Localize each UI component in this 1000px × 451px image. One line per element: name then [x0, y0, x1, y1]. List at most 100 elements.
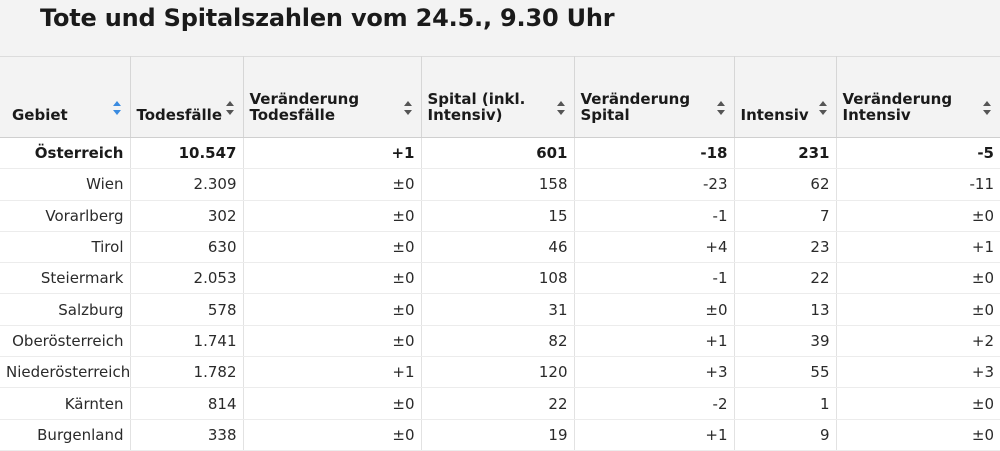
column-header-veraenderung-spital[interactable]: Veränderung Spital	[574, 56, 735, 138]
table-row: Kärnten 814 ±0 22 -2 1 ±0	[0, 387, 1000, 420]
table-row: Österreich 10.547 +1 601 -18 231 -5	[0, 137, 1000, 170]
table-row: Oberösterreich 1.741 ±0 82 +1 39 +2	[0, 325, 1000, 358]
cell-todesfaelle: 1.782	[130, 356, 244, 389]
cell-veraenderung-spital: -2	[574, 387, 735, 420]
column-header-spital[interactable]: Spital (inkl. Intensiv)	[421, 56, 575, 138]
column-header-label: Veränderung Todesfälle	[249, 90, 360, 124]
cell-intensiv: 22	[734, 262, 837, 295]
cell-spital: 82	[421, 325, 575, 358]
cell-todesfaelle: 2.309	[130, 168, 244, 201]
cell-spital: 22	[421, 387, 575, 420]
cell-spital: 108	[421, 262, 575, 295]
cell-veraenderung-intensiv: ±0	[836, 419, 1000, 451]
cell-todesfaelle: 10.547	[130, 137, 244, 170]
cell-intensiv: 9	[734, 419, 837, 451]
column-header-veraenderung-intensiv[interactable]: Veränderung Intensiv	[836, 56, 1000, 138]
cell-veraenderung-intensiv: -5	[836, 137, 1000, 170]
cell-gebiet: Österreich	[0, 137, 131, 170]
column-header-veraenderung-todesfaelle[interactable]: Veränderung Todesfälle	[243, 56, 422, 138]
column-header-label: Gebiet	[12, 106, 68, 124]
sort-icon[interactable]	[982, 101, 992, 115]
cell-veraenderung-todesfaelle: ±0	[243, 293, 422, 326]
sort-icon[interactable]	[403, 101, 413, 115]
data-table: Gebiet Todesfälle Veränderung Todesfälle…	[0, 56, 1000, 451]
cell-gebiet: Steiermark	[0, 262, 131, 295]
cell-veraenderung-todesfaelle: ±0	[243, 419, 422, 451]
table-row: Salzburg 578 ±0 31 ±0 13 ±0	[0, 293, 1000, 326]
cell-gebiet: Oberösterreich	[0, 325, 131, 358]
column-header-label: Veränderung Spital	[580, 90, 691, 124]
cell-intensiv: 7	[734, 200, 837, 232]
cell-todesfaelle: 2.053	[130, 262, 244, 295]
cell-gebiet: Wien	[0, 168, 131, 201]
cell-veraenderung-intensiv: ±0	[836, 293, 1000, 326]
column-header-todesfaelle[interactable]: Todesfälle	[130, 56, 244, 138]
table-row: Wien 2.309 ±0 158 -23 62 -11	[0, 168, 1000, 201]
cell-veraenderung-spital: +1	[574, 419, 735, 451]
cell-veraenderung-todesfaelle: +1	[243, 356, 422, 389]
cell-spital: 31	[421, 293, 575, 326]
cell-veraenderung-todesfaelle: ±0	[243, 262, 422, 295]
cell-spital: 15	[421, 200, 575, 232]
cell-veraenderung-spital: +3	[574, 356, 735, 389]
cell-gebiet: Niederösterreich	[0, 356, 131, 389]
cell-veraenderung-intensiv: ±0	[836, 262, 1000, 295]
cell-spital: 120	[421, 356, 575, 389]
sort-icon[interactable]	[556, 101, 566, 115]
title-bar: Tote und Spitalszahlen vom 24.5., 9.30 U…	[0, 0, 1000, 56]
sort-icon[interactable]	[225, 101, 235, 115]
sort-icon[interactable]	[818, 101, 828, 115]
column-header-label: Intensiv	[740, 106, 809, 124]
column-header-label: Veränderung Intensiv	[842, 90, 953, 124]
table-row: Burgenland 338 ±0 19 +1 9 ±0	[0, 419, 1000, 451]
table-row: Tirol 630 ±0 46 +4 23 +1	[0, 231, 1000, 264]
cell-veraenderung-spital: -1	[574, 262, 735, 295]
page-title: Tote und Spitalszahlen vom 24.5., 9.30 U…	[40, 4, 615, 32]
cell-veraenderung-todesfaelle: ±0	[243, 387, 422, 420]
cell-veraenderung-intensiv: +2	[836, 325, 1000, 358]
cell-gebiet: Kärnten	[0, 387, 131, 420]
cell-todesfaelle: 338	[130, 419, 244, 451]
column-header-label: Spital (inkl. Intensiv)	[427, 90, 526, 124]
table-header-row: Gebiet Todesfälle Veränderung Todesfälle…	[0, 56, 1000, 138]
cell-spital: 46	[421, 231, 575, 264]
table-row: Steiermark 2.053 ±0 108 -1 22 ±0	[0, 262, 1000, 295]
cell-intensiv: 1	[734, 387, 837, 420]
cell-intensiv: 23	[734, 231, 837, 264]
cell-veraenderung-intensiv: +1	[836, 231, 1000, 264]
cell-gebiet: Tirol	[0, 231, 131, 264]
cell-veraenderung-intensiv: +3	[836, 356, 1000, 389]
cell-veraenderung-todesfaelle: +1	[243, 137, 422, 170]
cell-gebiet: Burgenland	[0, 419, 131, 451]
cell-veraenderung-spital: ±0	[574, 293, 735, 326]
cell-intensiv: 13	[734, 293, 837, 326]
cell-spital: 19	[421, 419, 575, 451]
cell-veraenderung-spital: -1	[574, 200, 735, 232]
cell-todesfaelle: 578	[130, 293, 244, 326]
table-row: Niederösterreich 1.782 +1 120 +3 55 +3	[0, 356, 1000, 389]
sort-icon[interactable]	[716, 101, 726, 115]
cell-todesfaelle: 1.741	[130, 325, 244, 358]
cell-veraenderung-spital: -23	[574, 168, 735, 201]
cell-intensiv: 231	[734, 137, 837, 170]
cell-veraenderung-todesfaelle: ±0	[243, 325, 422, 358]
cell-todesfaelle: 630	[130, 231, 244, 264]
cell-veraenderung-spital: +1	[574, 325, 735, 358]
cell-veraenderung-todesfaelle: ±0	[243, 168, 422, 201]
cell-gebiet: Salzburg	[0, 293, 131, 326]
cell-veraenderung-spital: +4	[574, 231, 735, 264]
cell-todesfaelle: 814	[130, 387, 244, 420]
cell-veraenderung-todesfaelle: ±0	[243, 231, 422, 264]
cell-veraenderung-todesfaelle: ±0	[243, 200, 422, 232]
column-header-gebiet[interactable]: Gebiet	[0, 56, 131, 138]
cell-intensiv: 39	[734, 325, 837, 358]
sort-icon[interactable]	[112, 101, 122, 115]
column-header-intensiv[interactable]: Intensiv	[734, 56, 837, 138]
cell-intensiv: 62	[734, 168, 837, 201]
table-body: Österreich 10.547 +1 601 -18 231 -5 Wien 2.309 ±0…	[0, 137, 1000, 451]
cell-veraenderung-intensiv: ±0	[836, 200, 1000, 232]
cell-veraenderung-intensiv: ±0	[836, 387, 1000, 420]
cell-intensiv: 55	[734, 356, 837, 389]
cell-gebiet: Vorarlberg	[0, 200, 131, 232]
column-header-label: Todesfälle	[136, 106, 223, 124]
